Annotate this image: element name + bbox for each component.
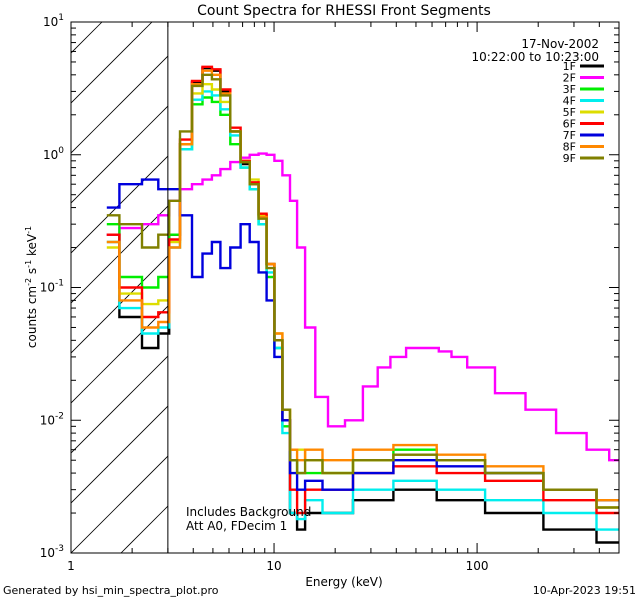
y-tick-label: 10-2 xyxy=(40,411,64,427)
legend-label: 9F xyxy=(563,152,576,165)
legend-label: 4F xyxy=(563,95,576,108)
attenuator-note: Att A0, FDecim 1 xyxy=(186,519,287,533)
legend-label: 6F xyxy=(563,118,576,131)
legend-label: 7F xyxy=(563,129,576,142)
series-9F xyxy=(106,73,619,509)
series-7F xyxy=(106,178,619,502)
background-note: Includes Background xyxy=(186,505,311,519)
legend-label: 5F xyxy=(563,106,576,119)
series-8F xyxy=(106,69,619,502)
time-range-label: 10:22:00 to 10:23:00 xyxy=(472,50,599,64)
hatch-line xyxy=(71,405,168,504)
x-tick-label: 100 xyxy=(466,559,489,573)
series-4F xyxy=(106,90,619,531)
legend-label: 2F xyxy=(563,72,576,85)
generated-by-label: Generated by hsi_min_spectra_plot.pro xyxy=(3,584,219,597)
y-tick-label: 10-3 xyxy=(40,544,64,560)
timestamp-label: 10-Apr-2023 19:51 xyxy=(533,584,636,597)
legend-label: 1F xyxy=(563,60,576,73)
date-label: 17-Nov-2002 xyxy=(521,37,599,51)
chart-title: Count Spectra for RHESSI Front Segments xyxy=(197,3,491,19)
series-6F xyxy=(106,65,619,515)
hatch-line xyxy=(221,22,640,553)
hatch-line xyxy=(71,55,168,154)
y-tick-label: 100 xyxy=(43,146,64,162)
hatch-line xyxy=(0,22,2,553)
y-tick-label: 101 xyxy=(43,13,64,29)
hatch-line xyxy=(71,455,168,553)
hatch-line xyxy=(71,205,168,304)
legend-label: 8F xyxy=(563,141,576,154)
y-axis-label: counts cm-2 s-1 keV-1 xyxy=(24,226,39,348)
y-tick-label: 10-1 xyxy=(40,279,64,295)
series-5F xyxy=(106,83,619,509)
hatch-line xyxy=(621,22,640,553)
x-tick-label: 10 xyxy=(266,559,281,573)
x-tick-label: 1 xyxy=(67,559,75,573)
hatch-line xyxy=(71,105,168,204)
x-axis-label: Energy (keV) xyxy=(305,575,382,589)
series-2F xyxy=(106,152,619,462)
legend-label: 3F xyxy=(563,83,576,96)
series-3F xyxy=(106,96,619,502)
